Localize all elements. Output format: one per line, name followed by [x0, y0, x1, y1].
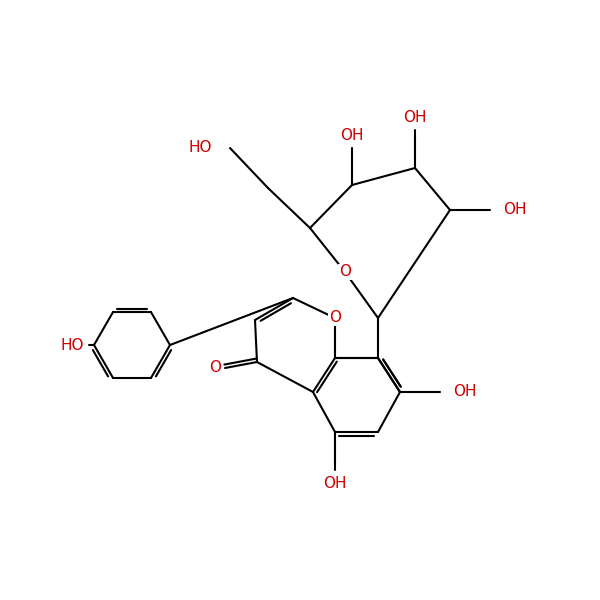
Text: O: O [329, 311, 341, 325]
Text: OH: OH [453, 385, 476, 400]
Text: OH: OH [340, 127, 364, 142]
Text: OH: OH [403, 109, 427, 124]
Text: OH: OH [323, 475, 347, 491]
Text: O: O [339, 265, 351, 280]
Text: O: O [209, 361, 221, 376]
Text: OH: OH [503, 202, 527, 217]
Text: HO: HO [188, 140, 212, 155]
Text: HO: HO [60, 337, 84, 352]
